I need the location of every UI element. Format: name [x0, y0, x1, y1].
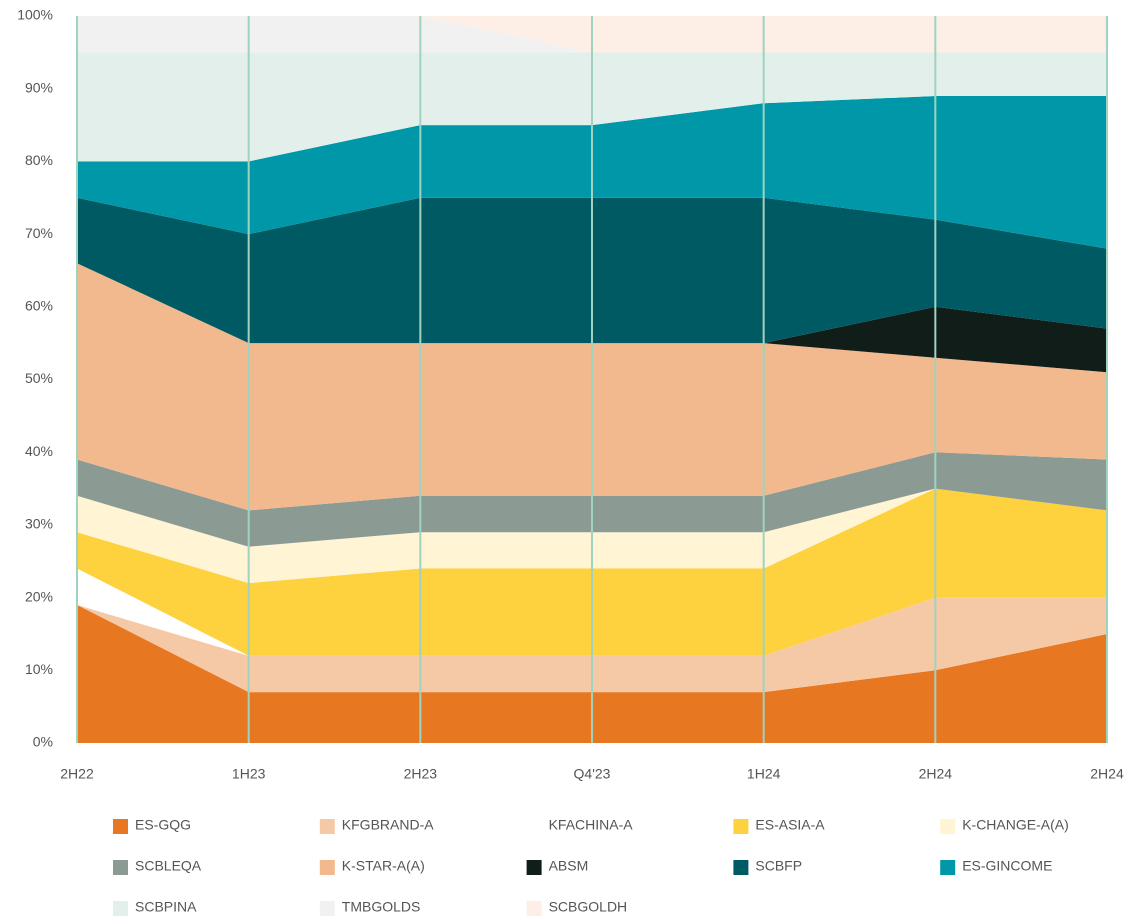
y-tick-label: 80% — [25, 152, 53, 168]
y-tick-label: 50% — [25, 370, 53, 386]
legend-swatch — [733, 819, 749, 834]
legend-label: SCBLEQA — [135, 858, 202, 874]
legend-label: SCBGOLDH — [549, 899, 628, 915]
area — [77, 604, 1107, 743]
legend-swatch — [319, 901, 335, 916]
legend-swatch — [319, 819, 335, 834]
legend-swatch — [940, 860, 956, 875]
x-tick-label: 2H24 — [1090, 766, 1124, 782]
legend-swatch — [940, 819, 956, 834]
legend-label: ES-GINCOME — [962, 858, 1052, 874]
x-tick-label: 2H22 — [60, 766, 94, 782]
y-tick-label: 70% — [25, 225, 53, 241]
legend-label: K-CHANGE-A(A) — [962, 817, 1069, 833]
area — [77, 597, 1107, 693]
legend-label: SCBPINA — [135, 899, 197, 915]
legend-label: TMBGOLDS — [342, 899, 421, 915]
y-tick-label: 20% — [25, 588, 53, 604]
legend-swatch — [319, 860, 335, 875]
y-tick-label: 30% — [25, 516, 53, 532]
legend-swatch — [526, 819, 542, 834]
x-tick-label: 1H24 — [747, 766, 781, 782]
y-tick-label: 0% — [33, 734, 53, 750]
legend-label: ES-GQG — [135, 817, 191, 833]
y-tick-label: 10% — [25, 661, 53, 677]
legend-swatch — [113, 819, 128, 834]
area — [77, 263, 1107, 373]
y-tick-label: 100% — [17, 7, 53, 23]
legend-label: KFACHINA-A — [549, 817, 634, 833]
legend-label: K-STAR-A(A) — [342, 858, 425, 874]
y-tick-label: 60% — [25, 298, 53, 314]
y-tick-label: 90% — [25, 79, 53, 95]
legend-swatch — [526, 901, 542, 916]
y-tick-label: 40% — [25, 443, 53, 459]
x-tick-label: 2H24 — [919, 766, 953, 782]
legend-label: KFGBRAND-A — [342, 817, 434, 833]
legend-swatch — [113, 860, 128, 875]
legend-label: ES-ASIA-A — [755, 817, 825, 833]
legend-label: SCBFP — [755, 858, 802, 874]
area — [77, 16, 1107, 53]
legend-swatch — [113, 901, 128, 916]
legend-swatch — [733, 860, 749, 875]
x-tick-label: Q4'23 — [574, 766, 611, 782]
legend-label: ABSM — [549, 858, 589, 874]
x-tick-label: 1H23 — [232, 766, 266, 782]
x-tick-label: 2H23 — [404, 766, 438, 782]
legend-swatch — [526, 860, 542, 875]
